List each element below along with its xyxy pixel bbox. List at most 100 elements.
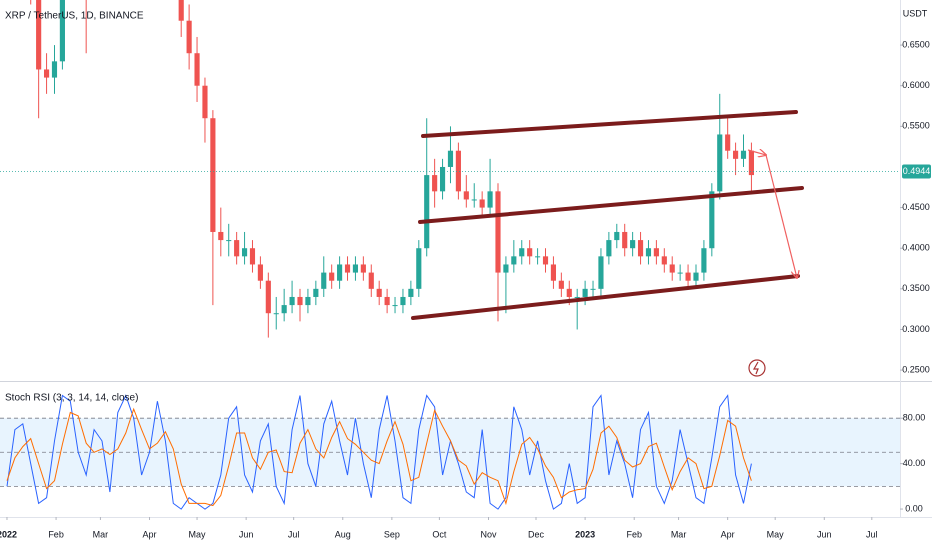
candle-body (368, 272, 374, 289)
candle-body (376, 288, 382, 297)
candle-body (606, 240, 612, 257)
candle-body (622, 231, 628, 249)
x-tick-label: Jul (866, 529, 878, 539)
candle-body (471, 199, 477, 201)
y-tick-label: 0.4000 (902, 243, 930, 253)
y-tick-label: 80.00 (903, 413, 926, 423)
candle-body (574, 296, 580, 298)
y-tick-label: 0.3500 (902, 283, 930, 293)
candle-body (416, 248, 422, 289)
candle-body (701, 248, 707, 273)
candle-body (519, 248, 525, 257)
candle-body (748, 150, 754, 176)
candle-body (352, 264, 359, 273)
candle-body (709, 191, 715, 249)
candle-body (447, 150, 454, 167)
candle-body (59, 0, 65, 62)
candle-body (669, 264, 675, 273)
y-tick-label: 0.3000 (902, 324, 930, 334)
candle-body (463, 191, 469, 200)
candle-body (408, 288, 414, 297)
y-tick-label: 0.6500 (902, 39, 930, 49)
candle-body (218, 231, 224, 241)
candle-body (432, 175, 438, 192)
x-tick-label: Feb (48, 529, 64, 539)
candle-body (550, 264, 557, 281)
candle-body (384, 296, 390, 306)
x-tick-label: Dec (528, 529, 545, 539)
x-tick-label: Sep (384, 529, 400, 539)
candle-body (289, 296, 295, 306)
candle-body (202, 85, 208, 119)
x-tick-label: 2023 (575, 529, 595, 539)
candle-body (511, 256, 517, 265)
y-tick-label: 0.00 (905, 503, 923, 513)
channel-middle (418, 186, 804, 224)
x-tick-label: Jun (817, 529, 832, 539)
candle-body (535, 256, 541, 258)
price-pane (0, 0, 900, 338)
x-tick-label: Mar (93, 529, 109, 539)
candle-body (725, 134, 731, 151)
event-icon-bolt (752, 361, 759, 375)
candle-body (717, 134, 723, 192)
candle-body (424, 175, 430, 249)
candle-body (495, 191, 501, 273)
chart-title: XRP / TetherUS, 1D, BINANCE (5, 11, 144, 22)
x-tick-label: Aug (335, 529, 351, 539)
candle-body (313, 288, 319, 297)
candle-body (194, 53, 200, 86)
unit-label: USDT (903, 8, 928, 18)
x-tick-label: Nov (480, 529, 497, 539)
candle-body (740, 150, 747, 159)
x-tick-label: 2022 (0, 529, 17, 539)
candle-body (321, 272, 327, 289)
x-tick-label: Apr (721, 529, 735, 539)
candle-body (637, 240, 644, 257)
candle-body (178, 0, 184, 21)
y-tick-label: 0.5500 (902, 121, 930, 131)
candle-body (558, 280, 564, 289)
candle-body (487, 191, 493, 208)
candle-body (645, 248, 652, 257)
candle-body (527, 248, 533, 257)
candle-body (614, 231, 620, 241)
x-tick-label: Feb (626, 529, 642, 539)
indicator-pane (0, 394, 900, 510)
axes: 0.2500 0.3000 0.3500 0.4000 0.4500 0.5500 0.60… (0, 39, 931, 539)
channel-top (421, 110, 798, 138)
candle-body (210, 118, 216, 232)
candle-body (281, 305, 287, 314)
candle-body (630, 240, 636, 249)
candle-body (36, 0, 42, 70)
candle-body (226, 240, 232, 242)
arrow (747, 150, 766, 155)
candle-body (542, 256, 549, 265)
candle-body (582, 288, 588, 297)
candle-body (186, 20, 192, 54)
x-tick-label: May (189, 529, 207, 539)
candle-body (51, 61, 58, 78)
drawings (411, 110, 804, 377)
candle-body (392, 305, 398, 307)
event-icon[interactable] (748, 359, 766, 377)
candle-body (653, 248, 659, 257)
y-tick-label: 0.2500 (902, 364, 930, 374)
candle-body (455, 150, 461, 192)
candle-body (693, 272, 699, 281)
candle-body (337, 264, 343, 281)
arrow (765, 154, 797, 278)
candle-body (566, 288, 572, 297)
candle-body (329, 272, 335, 281)
candle-body (661, 256, 667, 265)
candle-body (344, 264, 351, 273)
candle-body (677, 272, 683, 274)
candle-body (257, 264, 263, 281)
y-tick-label: 0.4500 (902, 202, 930, 212)
last-price-box (902, 164, 931, 179)
x-tick-label: Jul (288, 529, 300, 539)
candle-body (400, 296, 406, 306)
candle-body (273, 313, 279, 315)
